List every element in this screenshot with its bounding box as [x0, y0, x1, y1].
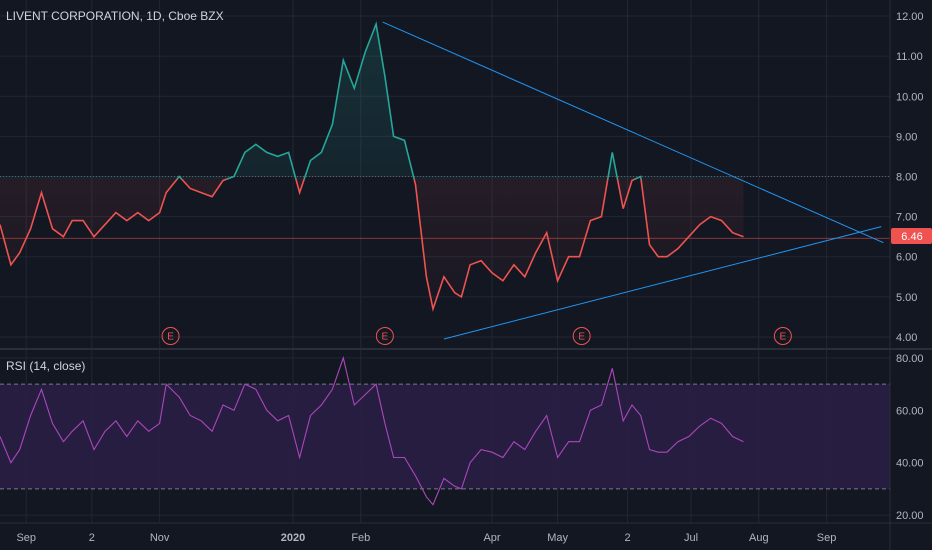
- x-tick-label: Apr: [483, 532, 500, 544]
- price-tick-label: 5.00: [896, 292, 917, 304]
- x-tick-label: Aug: [749, 532, 769, 544]
- rsi-pane: [0, 355, 890, 506]
- rsi-axis[interactable]: 20.00 40.00 60.00 80.00: [896, 353, 924, 522]
- earnings-marker: [161, 327, 180, 345]
- x-tick-label: 2: [625, 532, 631, 544]
- x-tick-label: Jul: [684, 532, 698, 544]
- rsi-tick-label: 20.00: [896, 510, 924, 522]
- trendline: [382, 21, 884, 244]
- earnings-marker: [572, 327, 591, 345]
- last-price-label: 6.46: [901, 231, 922, 243]
- earnings-marker: [773, 327, 792, 345]
- x-tick-label: Sep: [817, 532, 837, 544]
- last-price-badge-bg: [891, 228, 932, 244]
- x-tick-label: 2020: [281, 532, 305, 544]
- baseline-fill-below: [0, 179, 744, 309]
- rsi-line: [0, 355, 744, 506]
- rsi-band: [0, 384, 890, 489]
- rsi-tick-label: 40.00: [896, 458, 924, 470]
- earnings-label: E: [780, 332, 787, 343]
- earnings-label: E: [167, 332, 174, 343]
- earnings-label: E: [382, 332, 389, 343]
- earnings-label: E: [578, 332, 585, 343]
- price-axis[interactable]: 4.00 5.00 6.00 7.00 8.00 9.00 10.00 11.00 12.00: [896, 11, 924, 344]
- price-line-below: [0, 179, 744, 312]
- price-tick-label: 10.00: [896, 91, 924, 103]
- price-tick-label: 9.00: [896, 131, 917, 143]
- last-price-badge: 6.46: [891, 228, 932, 244]
- price-tick-label: 4.00: [896, 332, 917, 344]
- time-axis[interactable]: Sep 2 Nov 2020 Feb Apr May 2 Jul Aug Sep: [16, 532, 836, 544]
- price-tick-label: 11.00: [896, 51, 923, 63]
- price-tick-label: 8.00: [896, 172, 917, 184]
- symbol-title: LIVENT CORPORATION, 1D, Cboe BZX: [6, 9, 224, 23]
- trendline: [443, 226, 882, 340]
- rsi-title: RSI (14, close): [6, 359, 85, 373]
- rsi-tick-label: 80.00: [896, 353, 924, 365]
- x-tick-label: May: [547, 532, 568, 544]
- price-tick-label: 12.00: [896, 11, 924, 23]
- price-tick-label: 7.00: [896, 212, 917, 224]
- rsi-tick-label: 60.00: [896, 405, 924, 417]
- price-tick-label: 6.00: [896, 252, 917, 264]
- x-tick-label: Feb: [351, 532, 370, 544]
- x-tick-label: Sep: [16, 532, 36, 544]
- x-tick-label: 2: [89, 532, 95, 544]
- baseline-fill-above: [0, 24, 744, 179]
- earnings-marker: [375, 327, 394, 345]
- price-line-above: [176, 21, 642, 179]
- x-tick-label: Nov: [150, 532, 170, 544]
